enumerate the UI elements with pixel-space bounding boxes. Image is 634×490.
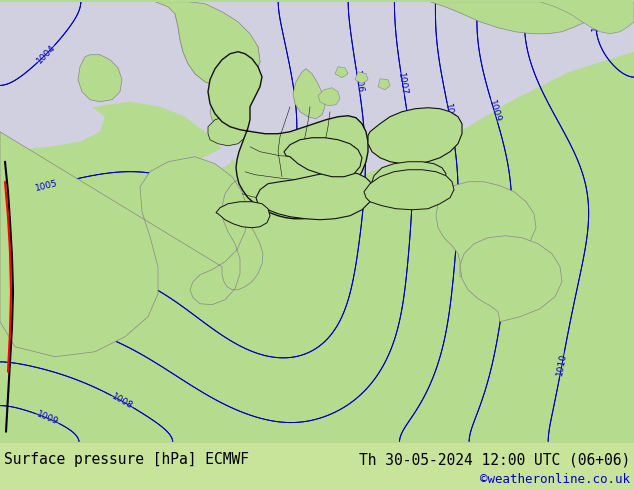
Polygon shape [364,170,454,210]
Polygon shape [208,117,248,146]
Polygon shape [318,88,340,106]
Text: Th 30-05-2024 12:00 UTC (06+06): Th 30-05-2024 12:00 UTC (06+06) [359,452,630,467]
Polygon shape [0,132,268,357]
Text: 1011: 1011 [591,7,601,31]
Polygon shape [460,236,562,322]
Polygon shape [210,95,242,130]
Text: ©weatheronline.co.uk: ©weatheronline.co.uk [480,473,630,487]
Polygon shape [335,67,348,78]
Text: 1004: 1004 [35,43,57,66]
Polygon shape [256,172,374,220]
Polygon shape [293,69,325,119]
Polygon shape [436,182,536,277]
Polygon shape [540,2,634,34]
Polygon shape [208,52,368,219]
Polygon shape [372,162,446,192]
Text: 1006: 1006 [352,70,365,94]
Polygon shape [0,102,105,152]
Text: 1009: 1009 [36,410,60,427]
Text: Surface pressure [hPa] ECMWF: Surface pressure [hPa] ECMWF [4,452,249,467]
Text: 1008: 1008 [443,103,456,127]
Polygon shape [78,55,122,102]
Text: 1007: 1007 [396,72,409,96]
Polygon shape [168,2,260,87]
Text: 1005: 1005 [34,179,58,193]
Text: 1009: 1009 [486,98,501,123]
Polygon shape [155,2,260,87]
Polygon shape [430,2,634,34]
Polygon shape [355,72,368,84]
Text: 1010: 1010 [555,352,569,377]
Polygon shape [0,2,634,184]
Polygon shape [284,138,362,177]
Polygon shape [216,202,270,228]
Text: 1008: 1008 [110,392,134,411]
Polygon shape [195,144,235,172]
Polygon shape [378,79,390,90]
Polygon shape [368,108,462,164]
